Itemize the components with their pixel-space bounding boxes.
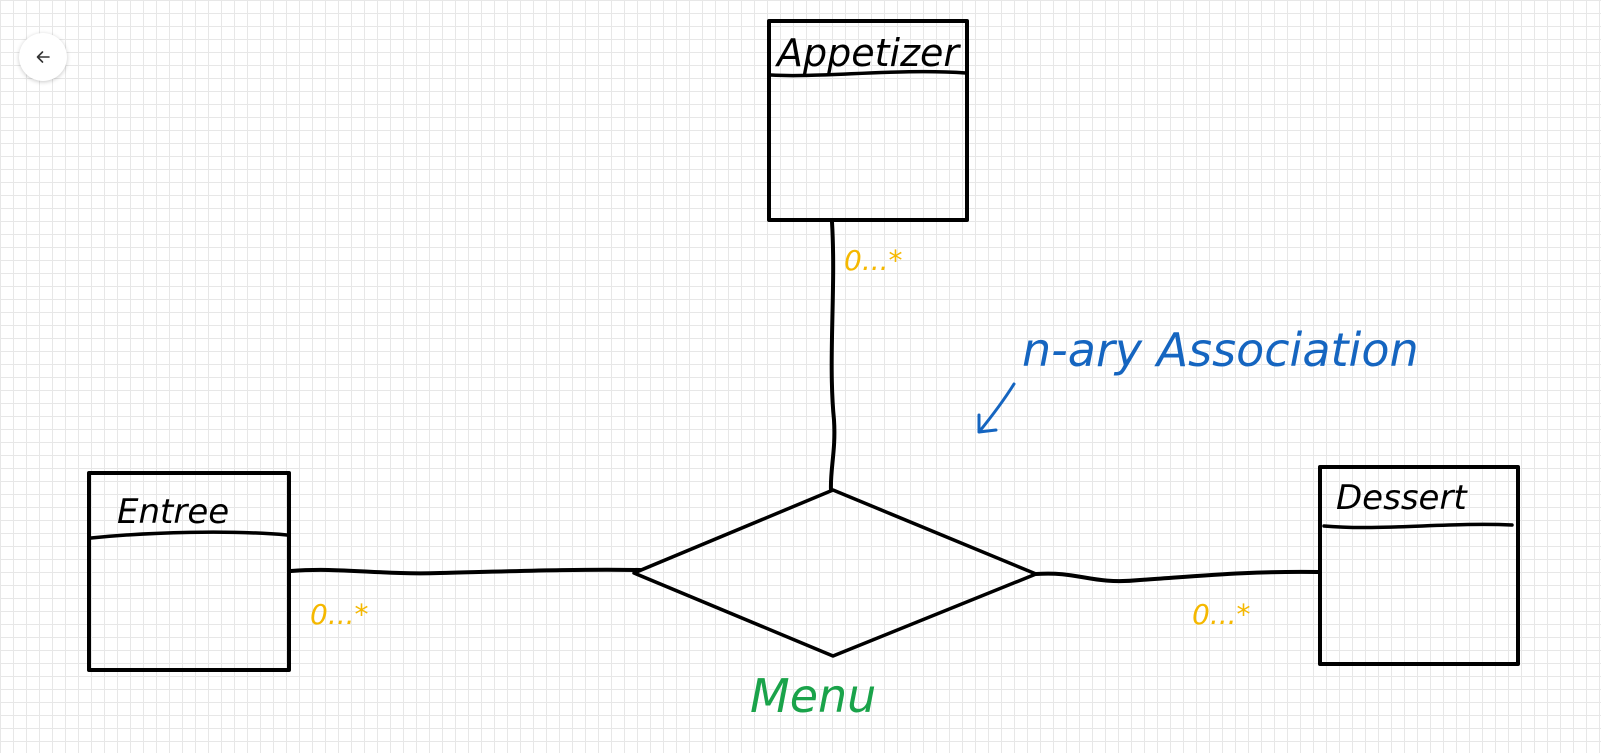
association-name: Menu <box>750 669 876 723</box>
multiplicity-entree: 0...* <box>310 598 369 631</box>
multiplicity-appetizer: 0...* <box>844 244 903 277</box>
connector-entree <box>289 567 642 576</box>
connector-appetizer <box>828 220 837 492</box>
class-box-appetizer[interactable] <box>767 19 969 222</box>
class-box-dessert[interactable] <box>1318 465 1520 666</box>
arrow-left-icon <box>34 48 52 66</box>
multiplicity-dessert: 0...* <box>1192 598 1251 631</box>
association-diamond[interactable] <box>632 488 1038 658</box>
class-name-appetizer: Appetizer <box>774 31 961 75</box>
back-button[interactable] <box>19 33 67 81</box>
connector-dessert <box>1034 569 1320 584</box>
annotation-arrow <box>977 382 1016 434</box>
class-box-entree[interactable] <box>87 471 291 672</box>
annotation-text: n-ary Association <box>1022 323 1419 377</box>
class-name-dessert: Dessert <box>1336 478 1468 518</box>
class-name-entree: Entree <box>117 492 229 532</box>
